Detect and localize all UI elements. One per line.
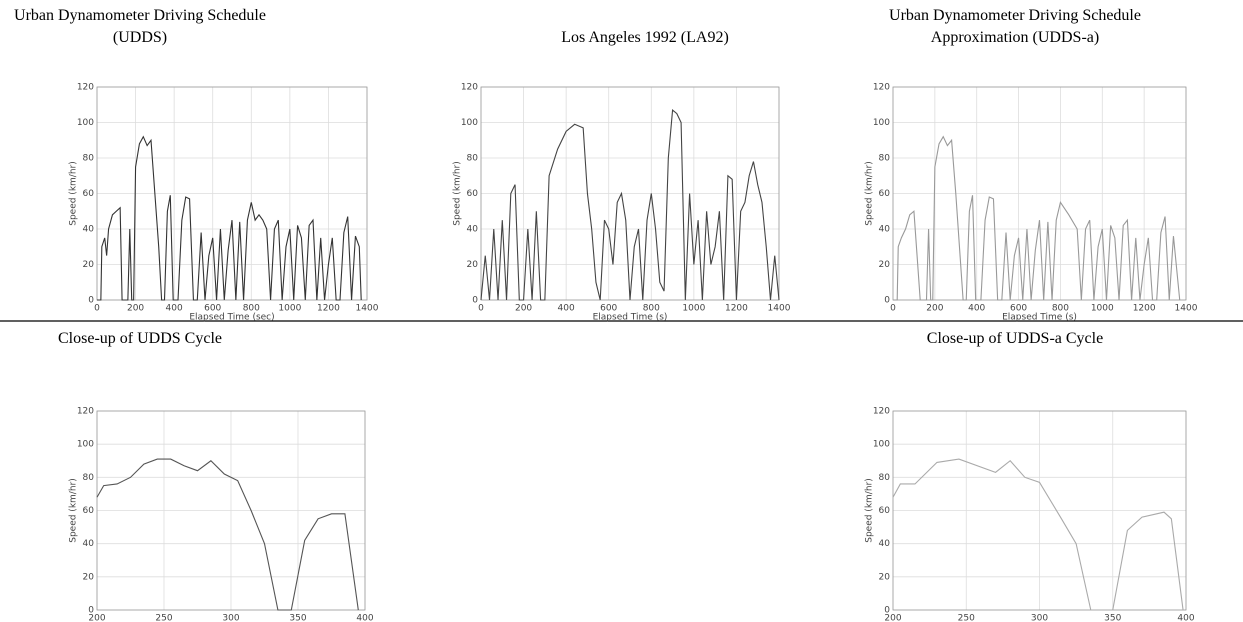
- y-axis-label: Speed (km/hr): [69, 478, 79, 543]
- plot-frame: [892, 86, 1187, 301]
- y-tick-label: 80: [879, 473, 891, 483]
- chart-title: Close-up of UDDS-a Cycle: [927, 330, 1103, 347]
- x-tick-label: 800: [243, 304, 260, 314]
- x-tick-label: 800: [643, 304, 660, 314]
- x-axis-label: Elapsed Time (sec): [189, 313, 274, 323]
- y-tick-label: 120: [77, 407, 94, 417]
- y-tick-label: 80: [83, 473, 95, 483]
- y-tick-label: 120: [873, 407, 890, 417]
- y-tick-label: 120: [77, 83, 94, 93]
- y-tick-label: 100: [77, 118, 94, 128]
- data-line: [893, 135, 1181, 301]
- x-tick-label: 600: [600, 304, 617, 314]
- y-tick-label: 0: [884, 296, 890, 306]
- data-line: [892, 458, 1184, 611]
- y-tick-label: 40: [83, 539, 95, 549]
- x-tick-label: 0: [478, 304, 484, 314]
- x-tick-label: 1400: [1175, 304, 1198, 314]
- y-tick-label: 80: [83, 154, 95, 164]
- chart-title: Close-up of UDDS Cycle: [58, 330, 222, 347]
- x-tick-label: 200: [515, 304, 532, 314]
- y-tick-label: 120: [873, 83, 890, 93]
- y-tick-label: 60: [83, 506, 95, 516]
- x-tick-label: 200: [884, 614, 901, 622]
- data-line: [480, 108, 780, 301]
- x-tick-label: 1400: [768, 304, 791, 314]
- x-tick-label: 600: [204, 304, 221, 314]
- plot-frame: [96, 86, 368, 301]
- chart-title: Urban Dynamometer Driving Schedule: [14, 7, 266, 24]
- y-tick-label: 100: [461, 118, 478, 128]
- y-axis-label: Speed (km/hr): [865, 478, 875, 543]
- x-tick-label: 400: [1177, 614, 1194, 622]
- x-tick-label: 0: [94, 304, 100, 314]
- data-line: [97, 135, 362, 301]
- x-tick-label: 1000: [682, 304, 705, 314]
- x-tick-label: 400: [558, 304, 575, 314]
- y-tick-label: 60: [879, 506, 891, 516]
- x-tick-label: 800: [1052, 304, 1069, 314]
- x-tick-label: 350: [1104, 614, 1121, 622]
- y-tick-label: 20: [879, 260, 891, 270]
- y-tick-label: 0: [88, 606, 94, 616]
- y-tick-label: 100: [873, 118, 890, 128]
- x-tick-label: 250: [155, 614, 172, 622]
- y-tick-label: 0: [884, 606, 890, 616]
- y-tick-label: 20: [83, 572, 95, 582]
- y-tick-label: 20: [879, 572, 891, 582]
- x-tick-label: 1200: [317, 304, 340, 314]
- chart-title: Approximation (UDDS-a): [931, 29, 1099, 46]
- x-tick-label: 400: [968, 304, 985, 314]
- y-tick-label: 100: [873, 440, 890, 450]
- y-tick-label: 60: [467, 189, 479, 199]
- y-tick-label: 100: [77, 440, 94, 450]
- y-tick-label: 40: [879, 539, 891, 549]
- x-axis-label: Elapsed Time (s): [1002, 313, 1077, 323]
- y-axis-label: Speed (km/hr): [453, 161, 463, 226]
- x-tick-label: 1400: [356, 304, 379, 314]
- y-tick-label: 60: [83, 189, 95, 199]
- y-axis-label: Speed (km/hr): [865, 161, 875, 226]
- x-tick-label: 350: [289, 614, 306, 622]
- x-tick-label: 200: [88, 614, 105, 622]
- y-tick-label: 40: [467, 225, 479, 235]
- x-axis-label: Elapsed Time (s): [593, 313, 668, 323]
- x-tick-label: 300: [1031, 614, 1048, 622]
- y-tick-label: 120: [461, 83, 478, 93]
- y-tick-label: 40: [83, 225, 95, 235]
- x-tick-label: 300: [222, 614, 239, 622]
- data-line: [96, 458, 359, 611]
- x-tick-label: 1000: [1091, 304, 1114, 314]
- y-tick-label: 0: [472, 296, 478, 306]
- x-tick-label: 200: [127, 304, 144, 314]
- y-tick-label: 40: [879, 225, 891, 235]
- x-tick-label: 600: [1010, 304, 1027, 314]
- y-axis-label: Speed (km/hr): [69, 161, 79, 226]
- y-tick-label: 80: [879, 154, 891, 164]
- y-tick-label: 20: [467, 260, 479, 270]
- chart-title: (UDDS): [113, 29, 167, 46]
- x-tick-label: 0: [890, 304, 896, 314]
- y-tick-label: 20: [83, 260, 95, 270]
- y-tick-label: 80: [467, 154, 479, 164]
- x-tick-label: 1200: [1133, 304, 1156, 314]
- x-tick-label: 400: [166, 304, 183, 314]
- x-tick-label: 1200: [725, 304, 748, 314]
- chart-title: Los Angeles 1992 (LA92): [561, 29, 729, 46]
- plot-frame: [96, 410, 366, 611]
- x-tick-label: 250: [958, 614, 975, 622]
- x-tick-label: 200: [926, 304, 943, 314]
- plot-frame: [892, 410, 1187, 611]
- y-tick-label: 60: [879, 189, 891, 199]
- x-tick-label: 400: [356, 614, 373, 622]
- chart-title: Urban Dynamometer Driving Schedule: [889, 7, 1141, 24]
- x-tick-label: 1000: [278, 304, 301, 314]
- y-tick-label: 0: [88, 296, 94, 306]
